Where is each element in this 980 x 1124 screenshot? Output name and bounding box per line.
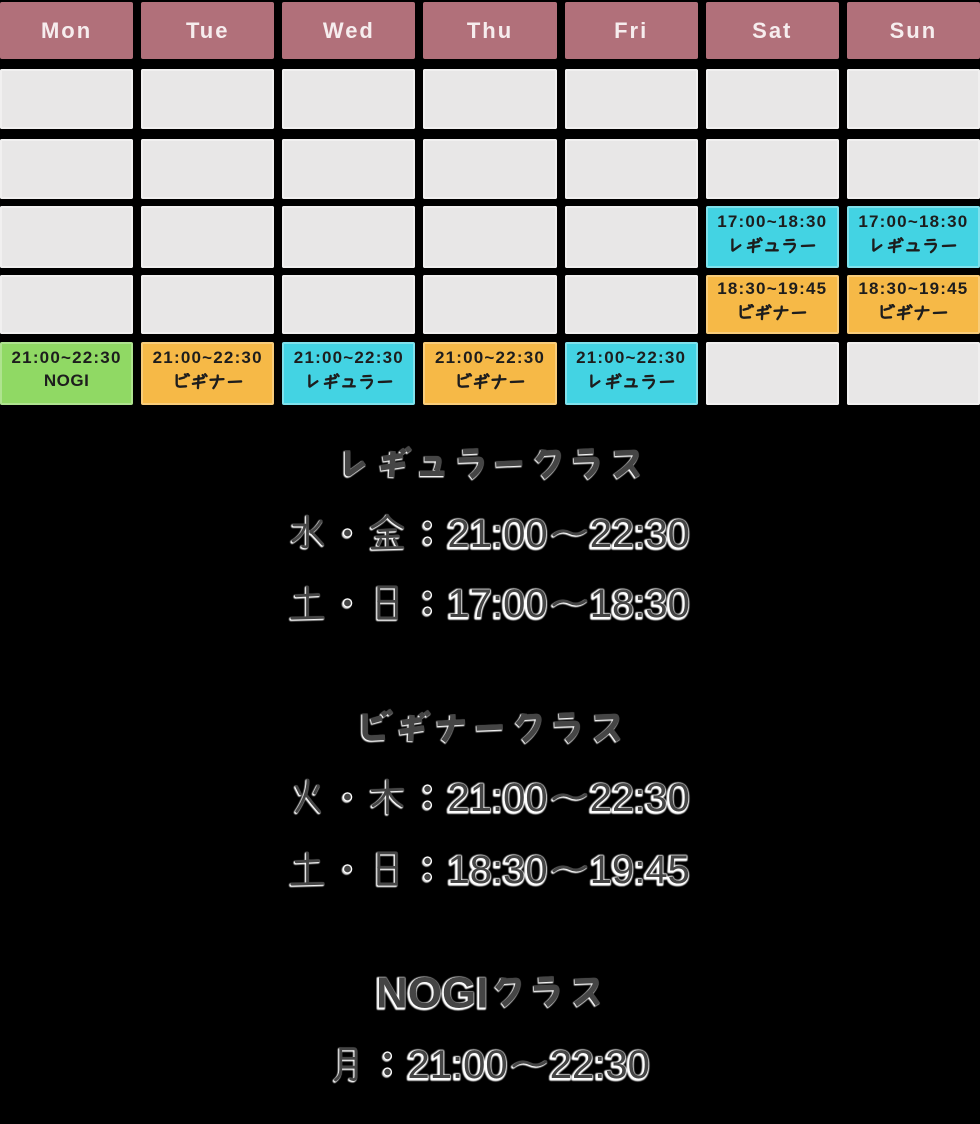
svg-text:18:30: 18:30 bbox=[590, 582, 690, 626]
svg-text:NOGI: NOGI bbox=[376, 970, 488, 1019]
svg-text:21:00: 21:00 bbox=[448, 512, 548, 556]
svg-text:21:00: 21:00 bbox=[408, 1043, 508, 1087]
svg-text:17:00: 17:00 bbox=[447, 583, 547, 627]
svg-text:19:45: 19:45 bbox=[589, 849, 689, 893]
svg-text:21:00: 21:00 bbox=[448, 776, 548, 820]
svg-text:22:30: 22:30 bbox=[550, 1043, 650, 1087]
svg-text:18:30: 18:30 bbox=[448, 848, 548, 892]
svg-text:22:30: 22:30 bbox=[590, 512, 690, 556]
svg-text:22:30: 22:30 bbox=[589, 513, 689, 557]
svg-text:22:30: 22:30 bbox=[590, 776, 690, 820]
svg-text:22:30: 22:30 bbox=[589, 777, 689, 821]
svg-text:17:00: 17:00 bbox=[448, 582, 548, 626]
svg-text:18:30: 18:30 bbox=[447, 849, 547, 893]
svg-text:21:00: 21:00 bbox=[407, 1044, 507, 1088]
svg-text:22:30: 22:30 bbox=[549, 1044, 649, 1088]
svg-text:21:00: 21:00 bbox=[447, 777, 547, 821]
svg-text:18:30: 18:30 bbox=[589, 583, 689, 627]
svg-text:19:45: 19:45 bbox=[590, 848, 690, 892]
svg-text:NOGI: NOGI bbox=[376, 969, 488, 1018]
svg-text:21:00: 21:00 bbox=[447, 513, 547, 557]
